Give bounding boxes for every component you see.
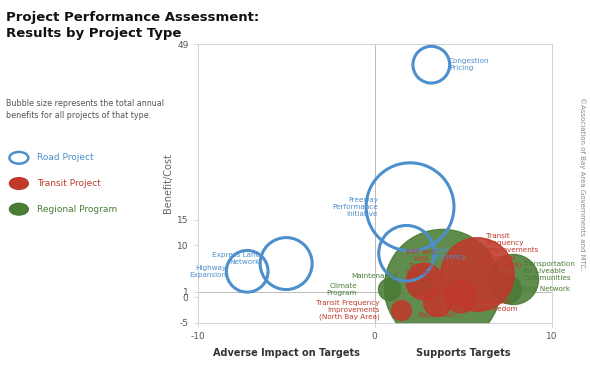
Text: Transit Project: Transit Project <box>37 179 100 188</box>
Point <box>396 307 406 313</box>
Text: Supports Targets: Supports Targets <box>416 348 510 358</box>
Text: Lifeline and
New Freedom: Lifeline and New Freedom <box>468 299 518 312</box>
Point <box>437 284 447 290</box>
Text: Climate
Program: Climate Program <box>326 283 357 296</box>
Point <box>432 299 441 305</box>
Point <box>473 271 482 277</box>
Text: BRT and
Infill
Transit
Stations: BRT and Infill Transit Stations <box>406 249 435 276</box>
Point <box>427 62 436 68</box>
Text: Transportation
for Liveable
Communities: Transportation for Liveable Communities <box>523 261 575 281</box>
Text: Bike Network: Bike Network <box>522 286 570 292</box>
Text: Project Performance Assessment:
Results by Project Type: Project Performance Assessment: Results … <box>6 11 259 40</box>
Point <box>508 276 517 282</box>
Text: Road Project: Road Project <box>37 153 93 162</box>
Point <box>455 293 464 299</box>
Point <box>405 204 415 210</box>
Text: Rail
Expansion: Rail Expansion <box>418 305 455 318</box>
Text: Adverse Impact on Targets: Adverse Impact on Targets <box>213 348 359 358</box>
Text: Express Lane
Network: Express Lane Network <box>212 252 260 265</box>
Point <box>384 287 394 292</box>
Text: Transit Frequency
Improvements
(North Bay Area): Transit Frequency Improvements (North Ba… <box>316 300 380 320</box>
Text: Maintenance: Maintenance <box>352 273 398 280</box>
Text: Regional Program: Regional Program <box>37 205 117 214</box>
Text: Road
Efficiency: Road Efficiency <box>431 247 466 260</box>
Point <box>281 261 291 266</box>
Text: Congestion
Pricing: Congestion Pricing <box>449 58 490 71</box>
Point <box>414 279 424 284</box>
Point <box>503 287 512 292</box>
Text: ©Association of Bay Area Governments and MTC.: ©Association of Bay Area Governments and… <box>579 97 585 270</box>
Point <box>242 268 252 274</box>
Text: Highway
Expansion: Highway Expansion <box>189 265 226 278</box>
Point <box>402 250 411 256</box>
Y-axis label: Benefit/Cost: Benefit/Cost <box>163 153 173 214</box>
Text: Bubble size represents the total annual
benefits for all projects of that type.: Bubble size represents the total annual … <box>6 99 164 120</box>
Point <box>419 278 429 284</box>
Text: Transit
Frequency
Improvements
(Central
Bay Area): Transit Frequency Improvements (Central … <box>486 233 539 268</box>
Text: Freeway
Performance
Initiative: Freeway Performance Initiative <box>332 197 378 217</box>
